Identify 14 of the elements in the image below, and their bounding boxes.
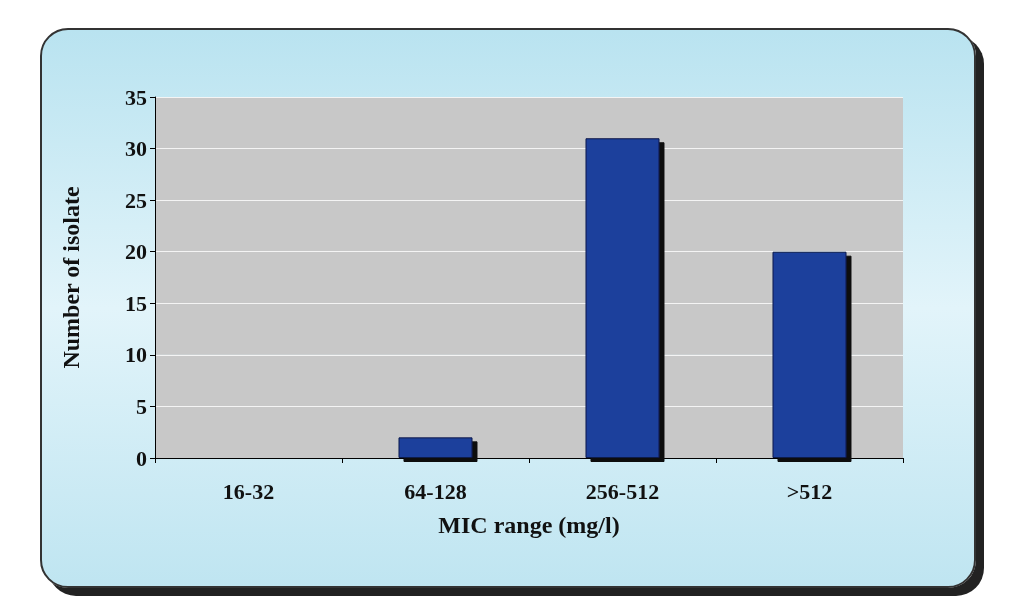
x-tick-label: >512 (786, 478, 833, 504)
x-tick-label: 64-128 (404, 478, 467, 504)
y-tick-label: 5 (136, 393, 147, 419)
y-tick-label: 30 (125, 136, 147, 162)
y-axis-title: Number of isolate (58, 186, 84, 369)
x-axis-title: MIC range (mg/l) (438, 512, 620, 538)
x-tick-label: 256-512 (585, 478, 660, 504)
y-tick-label: 15 (125, 290, 147, 316)
y-tick-label: 20 (125, 239, 147, 265)
y-tick-label: 0 (136, 445, 147, 471)
y-tick-label: 10 (125, 342, 147, 368)
x-tick-label: 16-32 (222, 478, 275, 504)
y-tick-label: 25 (125, 187, 147, 213)
y-tick-label: 35 (125, 84, 147, 110)
